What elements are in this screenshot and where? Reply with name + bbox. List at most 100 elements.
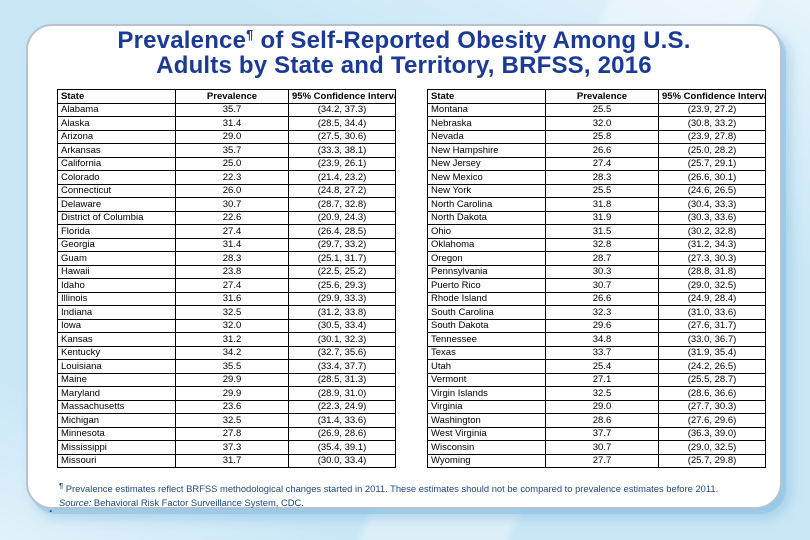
prevalence-cell: 32.3 (545, 305, 659, 320)
prevalence-cell: 25.5 (545, 102, 659, 117)
state-cell: Indiana (57, 305, 176, 320)
table-row: Arkansas 35.7 (33.3, 38.1) (57, 143, 396, 158)
prevalence-cell: 29.6 (545, 318, 659, 333)
state-table-left: State Prevalence 95% Confidence Interval Al… (57, 89, 396, 468)
prevalence-cell: 29.9 (175, 386, 289, 401)
state-cell: Washington (427, 413, 546, 428)
state-table-right: State Prevalence 95% Confidence Interval Mo… (427, 89, 766, 468)
ci-cell: (33.0, 36.7) (658, 332, 766, 347)
prevalence-cell: 31.4 (175, 116, 289, 131)
footnote-text: Prevalence estimates reflect BRFSS metho… (65, 483, 719, 494)
prevalence-cell: 31.9 (545, 210, 659, 225)
ci-cell: (25.5, 28.7) (658, 372, 766, 387)
ci-cell: (23.9, 27.2) (658, 102, 766, 117)
header-row: State Prevalence 95% Confidence Interval (427, 89, 766, 104)
prevalence-cell: 32.5 (175, 305, 289, 320)
table-row: Oregon 28.7 (27.3, 30.3) (427, 251, 766, 266)
prevalence-cell: 32.5 (175, 413, 289, 428)
prevalence-cell: 25.5 (545, 183, 659, 198)
table-row: South Dakota 29.6 (27.6, 31.7) (427, 318, 766, 333)
state-cell: Massachusetts (57, 399, 176, 414)
prevalence-cell: 32.0 (175, 318, 289, 333)
ci-cell: (30.8, 33.2) (658, 116, 766, 131)
prevalence-cell: 31.8 (545, 197, 659, 212)
state-cell: Maine (57, 372, 176, 387)
table-row: Michigan 32.5 (31.4, 33.6) (57, 413, 396, 428)
prevalence-cell: 22.6 (175, 210, 289, 225)
footnote-marker: ¶ (59, 480, 64, 490)
footnote: ¶ Prevalence estimates reflect BRFSS met… (59, 482, 781, 509)
ci-cell: (36.3, 39.0) (658, 426, 766, 441)
state-cell: Kansas (57, 332, 176, 347)
table-row: Washington 28.6 (27.6, 29.6) (427, 413, 766, 428)
prevalence-cell: 28.3 (545, 170, 659, 185)
ci-cell: (30.2, 32.8) (658, 224, 766, 239)
state-cell: North Carolina (427, 197, 546, 212)
prevalence-cell: 37.3 (175, 440, 289, 455)
table-row: Arizona 29.0 (27.5, 30.6) (57, 129, 396, 144)
state-cell: Michigan (57, 413, 176, 428)
column-header: State (427, 89, 546, 104)
state-cell: Colorado (57, 170, 176, 185)
table-row: Florida 27.4 (26.4, 28.5) (57, 224, 396, 239)
table-row: Maine 29.9 (28.5, 31.3) (57, 372, 396, 387)
table-row: Idaho 27.4 (25.6, 29.3) (57, 278, 396, 293)
ci-cell: (21.4, 23.2) (288, 170, 396, 185)
state-cell: Utah (427, 359, 546, 374)
ci-cell: (31.2, 34.3) (658, 237, 766, 252)
ci-cell: (28.5, 31.3) (288, 372, 396, 387)
ci-cell: (25.7, 29.1) (658, 156, 766, 171)
table-row: Pennsylvania 30.3 (28.8, 31.8) (427, 264, 766, 279)
title-footnote-marker: ¶ (246, 27, 254, 42)
column-header: Prevalence (545, 89, 659, 104)
table-row: California 25.0 (23.9, 26.1) (57, 156, 396, 171)
table-row: Vermont 27.1 (25.5, 28.7) (427, 372, 766, 387)
ci-cell: (26.4, 28.5) (288, 224, 396, 239)
state-cell: Kentucky (57, 345, 176, 360)
slide-card: Prevalence¶ of Self-Reported Obesity Amo… (26, 24, 782, 509)
table-row: Tennessee 34.8 (33.0, 36.7) (427, 332, 766, 347)
ci-cell: (28.7, 32.8) (288, 197, 396, 212)
state-cell: Alaska (57, 116, 176, 131)
state-cell: Illinois (57, 291, 176, 306)
state-cell: Tennessee (427, 332, 546, 347)
ci-cell: (25.0, 28.2) (658, 143, 766, 158)
state-cell: Maryland (57, 386, 176, 401)
table-row: Utah 25.4 (24.2, 26.5) (427, 359, 766, 374)
prevalence-cell: 32.5 (545, 386, 659, 401)
prevalence-cell: 31.7 (175, 453, 289, 468)
state-cell: Mississippi (57, 440, 176, 455)
table-row: Texas 33.7 (31.9, 35.4) (427, 345, 766, 360)
table-row: Ohio 31.5 (30.2, 32.8) (427, 224, 766, 239)
ci-cell: (28.9, 31.0) (288, 386, 396, 401)
table-row: Wyoming 27.7 (25.7, 29.8) (427, 453, 766, 468)
state-cell: Missouri (57, 453, 176, 468)
table-row: Virgin Islands 32.5 (28.6, 36.6) (427, 386, 766, 401)
ci-cell: (25.1, 31.7) (288, 251, 396, 266)
prevalence-cell: 30.7 (545, 278, 659, 293)
state-cell: Hawaii (57, 264, 176, 279)
prevalence-cell: 29.0 (175, 129, 289, 144)
ci-cell: (28.6, 36.6) (658, 386, 766, 401)
state-cell: North Dakota (427, 210, 546, 225)
title-text-line2: Adults by State and Territory, BRFSS, 20… (156, 52, 652, 79)
ci-cell: (30.1, 32.3) (288, 332, 396, 347)
ci-cell: (30.5, 33.4) (288, 318, 396, 333)
state-cell: Connecticut (57, 183, 176, 198)
ci-cell: (34.2, 37.3) (288, 102, 396, 117)
ci-cell: (24.6, 26.5) (658, 183, 766, 198)
state-cell: Iowa (57, 318, 176, 333)
prevalence-cell: 28.7 (545, 251, 659, 266)
prevalence-cell: 29.0 (545, 399, 659, 414)
table-row: Iowa 32.0 (30.5, 33.4) (57, 318, 396, 333)
table-row: Kentucky 34.2 (32.7, 35.6) (57, 345, 396, 360)
prevalence-cell: 26.6 (545, 143, 659, 158)
ci-cell: (31.9, 35.4) (658, 345, 766, 360)
column-header: State (57, 89, 176, 104)
table-row: South Carolina 32.3 (31.0, 33.6) (427, 305, 766, 320)
table-row: Delaware 30.7 (28.7, 32.8) (57, 197, 396, 212)
state-cell: Georgia (57, 237, 176, 252)
table-row: Rhode Island 26.6 (24.9, 28.4) (427, 291, 766, 306)
table-row: Wisconsin 30.7 (29.0, 32.5) (427, 440, 766, 455)
prevalence-cell: 23.8 (175, 264, 289, 279)
